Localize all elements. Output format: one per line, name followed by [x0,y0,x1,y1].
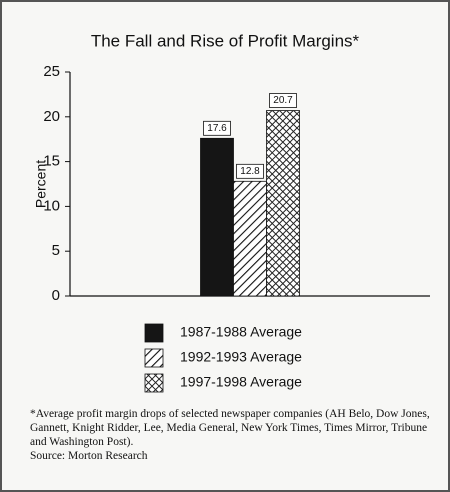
y-axis-label: Percent [33,160,49,208]
footnote: *Average profit margin drops of selected… [30,408,430,448]
value-label: 20.7 [273,95,293,106]
value-label: 12.8 [240,166,260,177]
notes: *Average profit margin drops of selected… [30,407,435,463]
legend-swatch [144,348,164,368]
y-tick-label: 20 [43,108,60,125]
y-tick-label: 5 [52,242,60,259]
legend-label: 1987-1988 Average [180,324,302,340]
chart-title: The Fall and Rise of Profit Margins* [91,31,360,50]
y-tick-label: 10 [43,197,60,214]
legend-swatch [144,373,164,393]
y-tick-label: 15 [43,153,60,170]
value-label: 17.6 [207,123,227,134]
bar [233,180,267,297]
legend-label: 1997-1998 Average [180,374,302,390]
y-tick-label: 0 [52,287,60,304]
value-label-box [269,93,297,108]
y-tick-label: 25 [43,63,60,80]
value-label-box [236,163,264,179]
legend-label: 1992-1993 Average [180,349,302,365]
legend-swatch [144,323,164,343]
bar [200,137,234,297]
value-label-box [203,120,231,136]
chart: The Fall and Rise of Profit Margins* Per… [33,31,430,393]
bar [266,110,300,297]
source: Source: Morton Research [30,450,148,462]
